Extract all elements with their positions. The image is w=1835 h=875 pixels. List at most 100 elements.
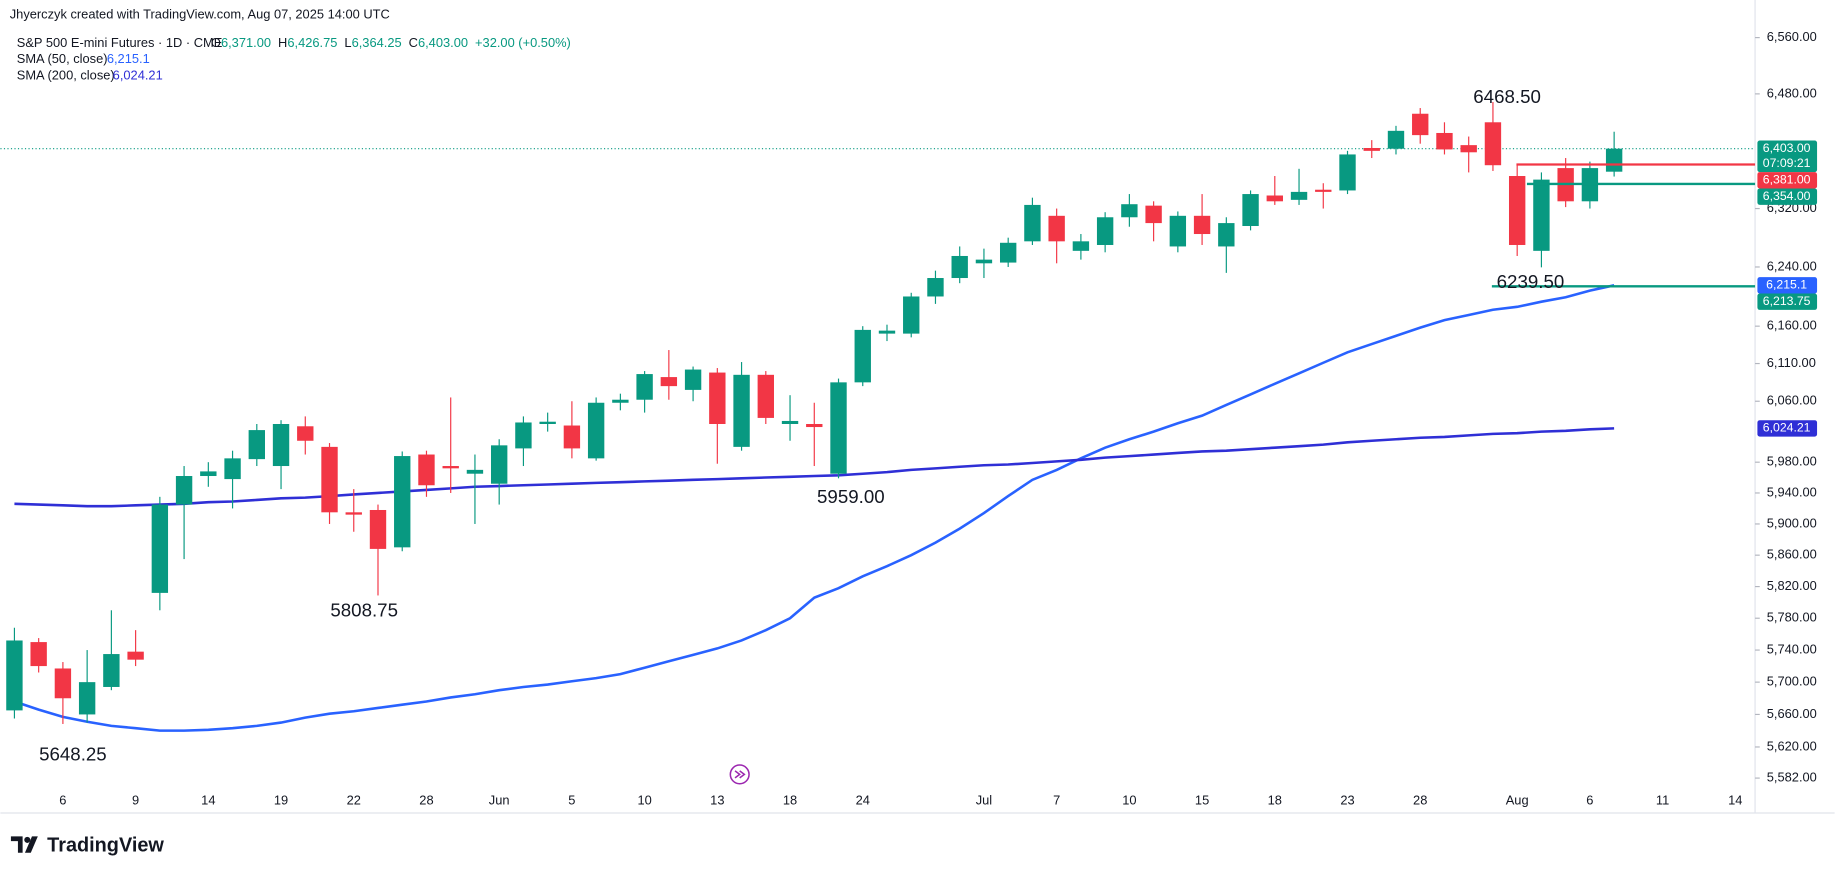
candle-body (1315, 189, 1332, 192)
candle-body (1605, 148, 1623, 172)
candle-body (54, 668, 72, 699)
x-tick-label: 14 (201, 793, 215, 808)
x-tick-label: 23 (1340, 793, 1354, 808)
candle-body (951, 255, 968, 279)
ohlc-legend: O6,371.00 H6,426.75 L6,364.25 C6,403.00 +32.… (211, 35, 571, 50)
legend-value: 6,364.25 (352, 35, 402, 50)
y-tick-label: 5,900.00 (1767, 515, 1817, 530)
x-tick-label: 6 (59, 793, 66, 808)
x-tick-label: Jul (976, 793, 992, 808)
event-icon[interactable] (729, 764, 750, 785)
y-tick-label: 6,060.00 (1767, 393, 1817, 408)
candle-body (394, 456, 411, 548)
price-tag-label: 6,381.00 (1763, 173, 1811, 187)
x-tick-label: 18 (783, 793, 797, 808)
candle-body (854, 329, 871, 383)
candle-body (1484, 122, 1502, 166)
y-tick-label: 5,620.00 (1767, 738, 1817, 753)
x-tick-label: 14 (1728, 793, 1742, 808)
candle-body (1024, 204, 1041, 242)
candle-body (321, 446, 338, 513)
y-tick-label: 5,582.00 (1767, 769, 1817, 784)
annotation: 5959.00 (817, 486, 885, 507)
logo-part (10, 836, 23, 853)
y-tick-label: 5,860.00 (1767, 547, 1817, 562)
x-tick-label: 28 (419, 793, 433, 808)
candle-body (1169, 215, 1187, 247)
y-tick-label: 5,940.00 (1767, 484, 1817, 499)
x-tick-label: Jun (489, 793, 510, 808)
price-tag (1757, 277, 1818, 294)
x-tick-label: 18 (1268, 793, 1282, 808)
candle-body (587, 402, 605, 459)
y-tick-label: 5,820.00 (1767, 578, 1817, 593)
logo-part (24, 836, 31, 843)
legend-key: H (278, 35, 287, 50)
candle-body (733, 374, 750, 447)
candle-body (903, 296, 920, 334)
candle-body (418, 454, 435, 486)
candle-body (1363, 147, 1380, 151)
legend-value: 6,371.00 (221, 35, 271, 50)
y-tick-label: 6,110.00 (1767, 355, 1816, 370)
candle-body (1460, 145, 1477, 153)
logo-part (24, 836, 38, 853)
x-tick-label: 13 (710, 793, 724, 808)
y-tick-label: 6,160.00 (1767, 318, 1817, 333)
sma-legend-value: 6,024.21 (113, 68, 163, 83)
candle-body (466, 469, 484, 474)
candle-body (1508, 176, 1526, 245)
candle-body (369, 509, 387, 549)
y-tick-label: 5,700.00 (1767, 674, 1817, 689)
candle-body (6, 640, 23, 711)
annotation: 5808.75 (330, 599, 398, 620)
annotation: 6468.50 (1473, 86, 1541, 107)
y-tick-label: 5,780.00 (1767, 610, 1817, 625)
legend-key: L (344, 35, 351, 50)
annotation: 5648.25 (39, 743, 107, 764)
candle-body (1218, 223, 1235, 247)
candle-body (1533, 179, 1550, 251)
x-tick-label: 10 (637, 793, 651, 808)
x-tick-label: 10 (1122, 793, 1136, 808)
annotation: 6239.50 (1497, 271, 1565, 292)
candle-body (515, 422, 532, 449)
x-tick-label: 22 (347, 793, 361, 808)
x-tick-label: 7 (1053, 793, 1060, 808)
candle-body (103, 654, 120, 687)
candle-body (709, 372, 726, 424)
candle-body (297, 426, 314, 441)
symbol-legend: S&P 500 E-mini Futures · 1D · CME (17, 35, 223, 50)
price-tag-label: 6,354.00 (1763, 189, 1811, 203)
y-tick-label: 6,480.00 (1767, 85, 1817, 100)
price-tag (1757, 293, 1818, 310)
y-tick-label: 5,740.00 (1767, 641, 1817, 656)
candle-body (272, 423, 290, 467)
x-tick-label: 15 (1195, 793, 1209, 808)
x-tick-label: 5 (568, 793, 575, 808)
candle-body (1096, 217, 1114, 245)
x-tick-label: 19 (274, 793, 288, 808)
candle-body (975, 259, 993, 264)
legend-key: O (211, 35, 221, 50)
price-tag-label: 6,215.1 (1766, 278, 1807, 292)
sma-legend-value: 6,215.1 (107, 51, 150, 66)
price-tag (1757, 420, 1818, 437)
event-icon-glyph (734, 770, 746, 779)
candle-body (1290, 191, 1308, 200)
candle-body (30, 642, 47, 667)
candle-body (200, 471, 217, 477)
candle-body (927, 278, 944, 297)
price-tag (1757, 140, 1818, 173)
header: Jhyerczyk created with TradingView.com, … (10, 7, 390, 22)
legend-value: 6,403.00 (418, 35, 468, 50)
candle-body (781, 420, 799, 424)
sma-line (14, 427, 1615, 508)
candle-body (1436, 132, 1453, 150)
sma-legend-name: SMA (50, close) (17, 51, 108, 66)
candle-body (1072, 241, 1090, 251)
candle-body (490, 445, 508, 484)
candle-body (127, 651, 144, 660)
